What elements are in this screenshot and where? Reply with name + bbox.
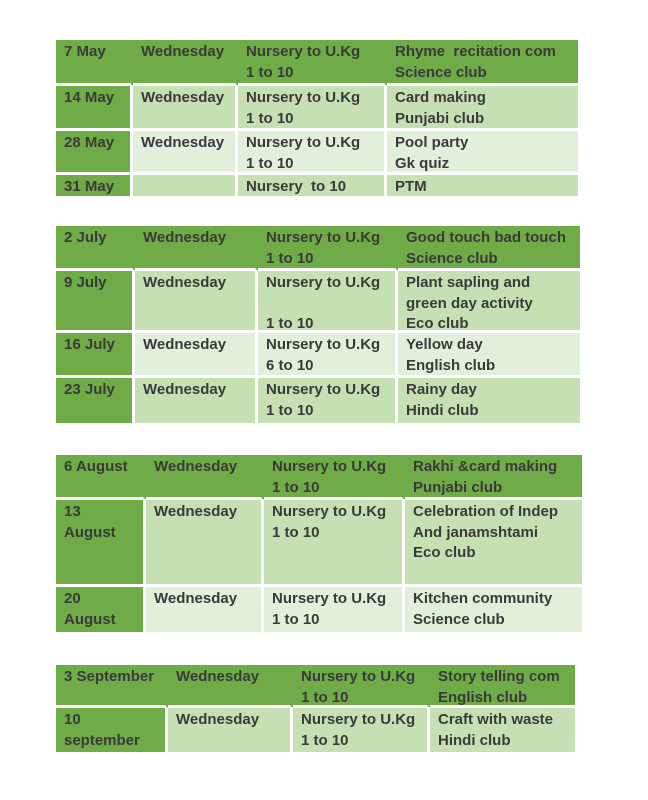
cell-date: 10 september — [56, 708, 168, 752]
cell-day: Wednesday — [133, 40, 238, 86]
cell-grades: Nursery to U.Kg 1 to 10 — [264, 455, 405, 500]
cell-date: 13 August — [56, 500, 146, 587]
cell-day — [133, 175, 238, 196]
cell-activity: Yellow day English club — [398, 333, 580, 378]
cell-day: Wednesday — [135, 333, 258, 378]
schedule-table-september: 3 September Wednesday Nursery to U.Kg 1 … — [56, 665, 575, 752]
cell-grades: Nursery to U.Kg 1 to 10 — [238, 86, 387, 131]
cell-activity: Good touch bad touch Science club — [398, 226, 580, 271]
cell-grades: Nursery to U.Kg 6 to 10 — [258, 333, 398, 378]
cell-activity: Celebration of Indep And janamshtami Eco… — [405, 500, 582, 587]
cell-date: 14 May — [56, 86, 133, 131]
cell-day: Wednesday — [168, 665, 293, 708]
cell-date: 6 August — [56, 455, 146, 500]
cell-activity: Craft with waste Hindi club — [430, 708, 575, 752]
cell-grades: Nursery to U.Kg 1 to 10 — [258, 271, 398, 333]
cell-day: Wednesday — [135, 271, 258, 333]
cell-date: 16 July — [56, 333, 135, 378]
cell-activity: Rainy day Hindi club — [398, 378, 580, 423]
cell-day: Wednesday — [146, 587, 264, 632]
cell-date: 28 May — [56, 131, 133, 175]
cell-grades: Nursery to U.Kg 1 to 10 — [293, 708, 430, 752]
cell-grades: Nursery to U.Kg 1 to 10 — [238, 131, 387, 175]
cell-day: Wednesday — [146, 455, 264, 500]
cell-date: 20 August — [56, 587, 146, 632]
cell-grades: Nursery to U.Kg 1 to 10 — [258, 378, 398, 423]
cell-activity: Rakhi &card making Punjabi club — [405, 455, 582, 500]
cell-grades: Nursery to 10 — [238, 175, 387, 196]
cell-date: 31 May — [56, 175, 133, 196]
cell-activity: Rhyme recitation com Science club — [387, 40, 578, 86]
cell-grades: Nursery to U.Kg 1 to 10 — [293, 665, 430, 708]
cell-grades: Nursery to U.Kg 1 to 10 — [258, 226, 398, 271]
cell-date: 2 July — [56, 226, 135, 271]
cell-activity: PTM — [387, 175, 578, 196]
cell-day: Wednesday — [133, 86, 238, 131]
cell-date: 3 September — [56, 665, 168, 708]
cell-grades: Nursery to U.Kg 1 to 10 — [264, 500, 405, 587]
schedule-table-may: 7 May Wednesday Nursery to U.Kg 1 to 10 … — [56, 40, 578, 196]
cell-activity: Plant sapling and green day activity Eco… — [398, 271, 580, 333]
cell-date: 7 May — [56, 40, 133, 86]
schedule-table-july: 2 July Wednesday Nursery to U.Kg 1 to 10… — [56, 226, 580, 423]
cell-activity: Kitchen community Science club — [405, 587, 582, 632]
schedule-table-august: 6 August Wednesday Nursery to U.Kg 1 to … — [56, 455, 582, 632]
cell-day: Wednesday — [135, 226, 258, 271]
cell-grades: Nursery to U.Kg 1 to 10 — [264, 587, 405, 632]
cell-day: Wednesday — [168, 708, 293, 752]
cell-date: 23 July — [56, 378, 135, 423]
cell-day: Wednesday — [135, 378, 258, 423]
cell-activity: Pool party Gk quiz — [387, 131, 578, 175]
cell-day: Wednesday — [133, 131, 238, 175]
cell-grades: Nursery to U.Kg 1 to 10 — [238, 40, 387, 86]
cell-activity: Card making Punjabi club — [387, 86, 578, 131]
cell-activity: Story telling com English club — [430, 665, 575, 708]
cell-day: Wednesday — [146, 500, 264, 587]
cell-date: 9 July — [56, 271, 135, 333]
